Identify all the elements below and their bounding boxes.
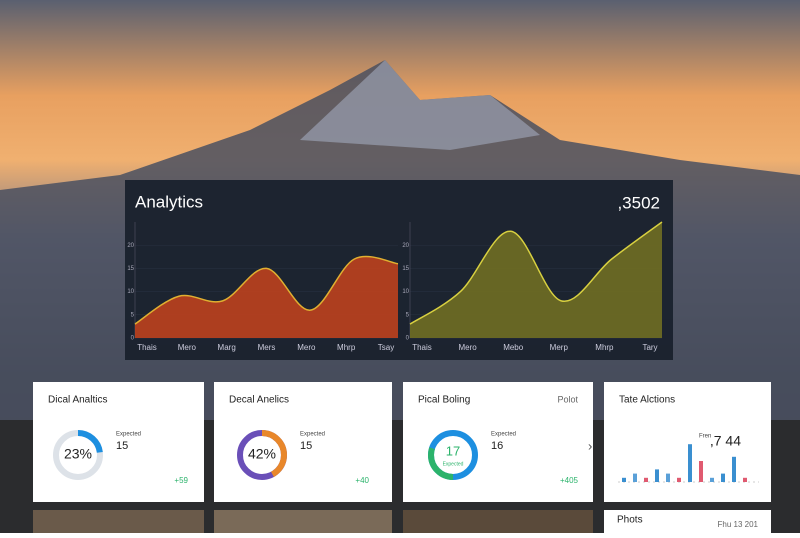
- photo-title: Phots: [617, 515, 643, 526]
- sub-value: ,7 44: [710, 433, 741, 449]
- mini-bar: [666, 473, 670, 482]
- sub-value: 16: [491, 440, 503, 452]
- sub-label: Expected: [491, 432, 516, 438]
- mini-bar: [633, 473, 637, 482]
- x-tick-label: Mero: [178, 343, 197, 352]
- photo-date: Fhu 13 201: [718, 520, 759, 529]
- x-tick-label: Mhrp: [595, 343, 614, 352]
- y-tick-label: 5: [131, 312, 135, 318]
- area: [410, 222, 662, 338]
- card-title: Tate Alctions: [619, 395, 675, 406]
- photo[interactable]: [403, 510, 593, 533]
- sub-label: Expected: [300, 432, 325, 438]
- x-tick-label: Mhrp: [337, 343, 356, 352]
- mini-bar: [622, 477, 626, 482]
- y-tick-label: 0: [131, 336, 135, 342]
- y-tick-label: 0: [406, 336, 410, 342]
- change: +405: [560, 476, 579, 485]
- photo[interactable]: [33, 510, 204, 533]
- sub-label: Expected: [116, 432, 141, 438]
- sub-label: Fren: [699, 434, 711, 440]
- x-tick-label: Mero: [297, 343, 316, 352]
- card-title: Dical Analtics: [48, 395, 107, 406]
- card-corner: Polot: [557, 394, 578, 404]
- arrow[interactable]: ›: [588, 438, 592, 453]
- y-tick-label: 20: [402, 243, 409, 249]
- donut-arc: [53, 430, 103, 480]
- mini-bar: [732, 456, 736, 482]
- x-tick-label: Marg: [218, 343, 236, 352]
- x-tick-label: Thais: [412, 343, 432, 352]
- y-tick-label: 10: [127, 289, 134, 295]
- x-tick-label: Mers: [258, 343, 276, 352]
- x-tick-label: Tary: [642, 343, 657, 352]
- y-tick-label: 15: [402, 266, 409, 272]
- y-tick-label: 20: [127, 243, 134, 249]
- change: +59: [174, 476, 188, 485]
- mini-bar: [721, 473, 725, 482]
- mini-bar: [688, 444, 692, 482]
- snow: [300, 60, 540, 150]
- area: [135, 256, 398, 338]
- photo-card[interactable]: [604, 510, 771, 533]
- donut-arc: [428, 430, 478, 480]
- change: +40: [355, 476, 369, 485]
- donut-sub: Expected: [443, 461, 464, 467]
- y-tick-label: 15: [127, 266, 134, 272]
- x-tick-label: Tsay: [378, 343, 394, 352]
- x-tick-label: Mebo: [503, 343, 524, 352]
- donut-arc: [237, 430, 287, 480]
- x-tick-label: Thais: [137, 343, 157, 352]
- photo[interactable]: [214, 510, 392, 533]
- y-tick-label: 5: [406, 312, 410, 318]
- mini-bar: [743, 477, 747, 482]
- panel-total: ,3502: [617, 193, 660, 212]
- sub-value: 15: [300, 440, 312, 452]
- sub-value: 15: [116, 440, 128, 452]
- mini-bar: [655, 469, 659, 482]
- panel-title: Analytics: [135, 192, 203, 211]
- donut-value: 17: [446, 443, 460, 458]
- donut-label: 42%: [248, 446, 276, 462]
- line: [409, 221, 663, 325]
- y-tick-label: 10: [402, 289, 409, 295]
- mini-bar: [677, 477, 681, 482]
- card-title: Pical Boling: [418, 395, 470, 406]
- mini-bar: [644, 477, 648, 482]
- donut-label: 23%: [64, 446, 92, 462]
- mini-bar: [699, 461, 703, 482]
- line: [134, 255, 399, 325]
- mini-bar: [710, 477, 714, 482]
- x-tick-label: Merp: [550, 343, 569, 352]
- card-title: Decal Anelics: [229, 395, 289, 406]
- x-tick-label: Mero: [458, 343, 477, 352]
